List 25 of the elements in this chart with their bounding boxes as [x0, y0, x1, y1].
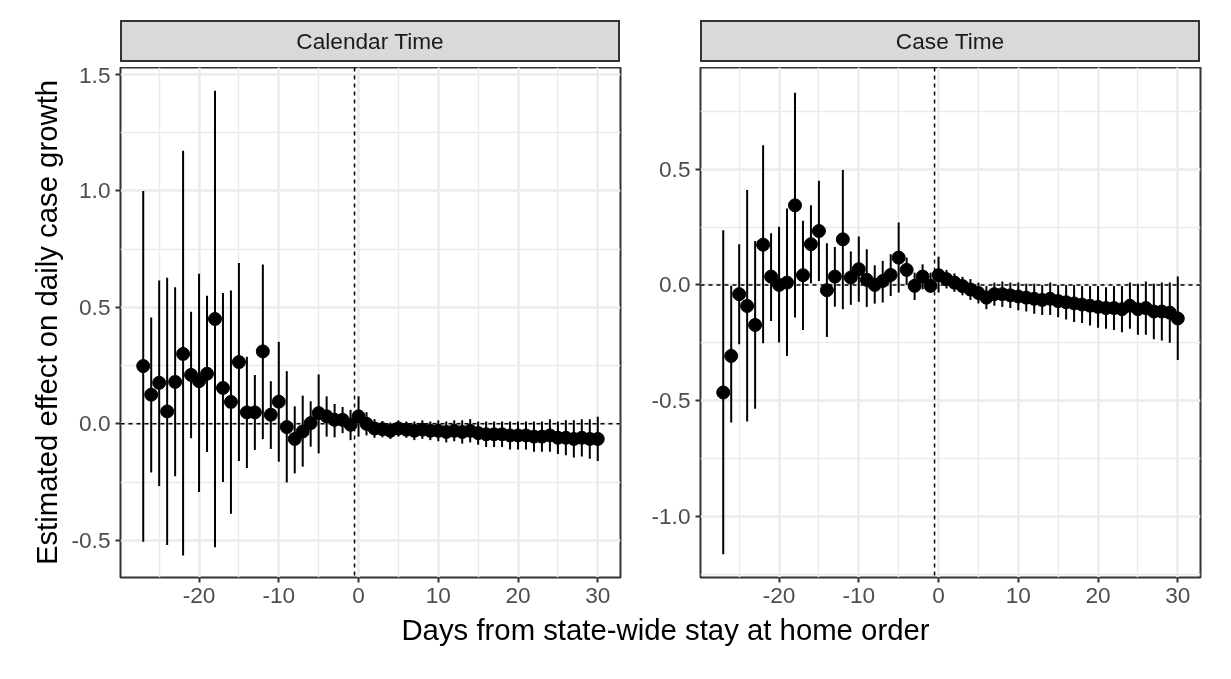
x-tick-label: -10 [842, 581, 876, 608]
y-tick-label: 0.0 [79, 410, 111, 437]
y-tick-label: 0.5 [79, 293, 111, 320]
x-tick-label: 20 [1085, 581, 1111, 608]
y-tick-label: -0.5 [71, 526, 111, 553]
y-tick-label: -1.0 [651, 502, 691, 529]
x-tick-label: 30 [1165, 581, 1191, 608]
y-tick-label: 1.0 [79, 177, 111, 204]
x-tick-label: 30 [585, 581, 611, 608]
x-tick-label: -20 [182, 581, 216, 608]
y-tick-label: 0.5 [659, 155, 691, 182]
y-tick-label: 0.0 [659, 271, 691, 298]
chart-title: Calendar Time [296, 27, 444, 56]
y-axis-title: Estimated effect on daily case growth [30, 79, 64, 566]
x-tick-label: 0 [352, 581, 365, 608]
y-tick-label: 1.5 [79, 61, 111, 88]
y-tick-label: -0.5 [651, 387, 691, 414]
x-tick-label: -20 [762, 581, 796, 608]
x-tick-label: 20 [505, 581, 531, 608]
x-axis-title: Days from state-wide stay at home order [401, 612, 930, 648]
x-tick-label: -10 [262, 581, 296, 608]
x-tick-label: 10 [425, 581, 451, 608]
chart-title: Case Time [895, 27, 1005, 56]
x-tick-label: 0 [932, 581, 945, 608]
x-tick-label: 10 [1005, 581, 1031, 608]
